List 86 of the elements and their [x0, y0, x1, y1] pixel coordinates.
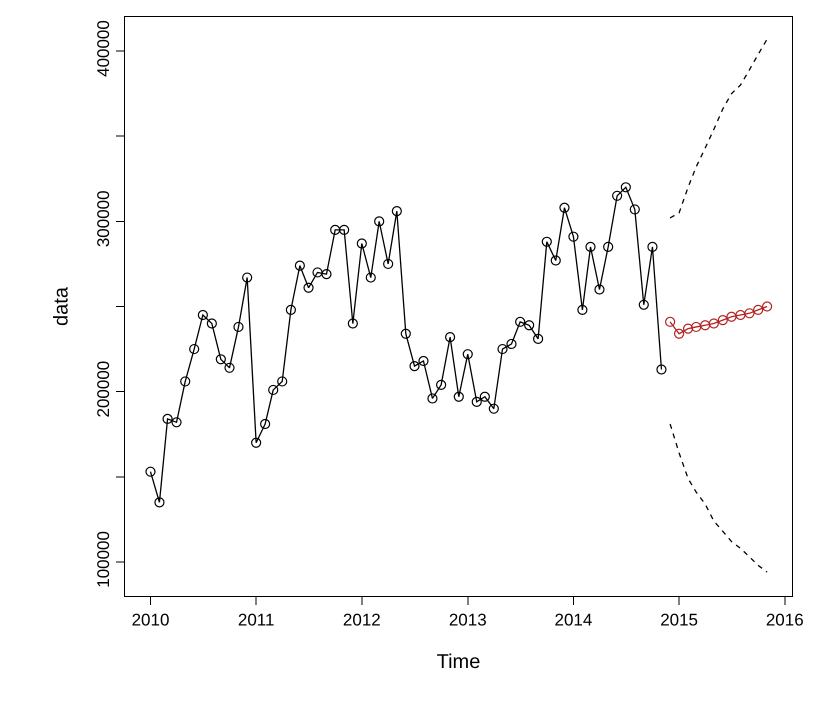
point: [753, 304, 764, 316]
point: [330, 224, 340, 235]
line-series: [669, 38, 768, 219]
point: [162, 414, 173, 424]
point: [603, 242, 614, 252]
point: [647, 242, 658, 252]
point: [691, 322, 702, 332]
point: [542, 236, 552, 247]
x-axis-title: Time: [436, 650, 480, 673]
x-tick-label: 2015: [660, 610, 698, 630]
point: [682, 324, 694, 334]
point: [488, 404, 499, 414]
point: [726, 312, 737, 322]
point: [744, 308, 755, 318]
point: [497, 344, 508, 354]
point: [251, 438, 262, 448]
point: [277, 376, 288, 387]
point: [718, 315, 728, 326]
point: [427, 393, 438, 404]
point: [180, 376, 190, 387]
line-series: [669, 423, 768, 573]
point: [400, 328, 411, 339]
x-tick-label: 2011: [238, 610, 274, 630]
point: [594, 284, 605, 295]
x-tick-label: 2012: [342, 610, 381, 630]
point: [268, 384, 278, 396]
point: [612, 190, 622, 201]
point: [550, 255, 561, 266]
x-tick-label: 2016: [766, 610, 804, 630]
point: [224, 362, 235, 373]
point: [409, 361, 420, 372]
point: [708, 318, 719, 329]
point: [472, 396, 482, 407]
point: [506, 338, 517, 350]
x-tick-label: 2014: [554, 610, 592, 630]
point: [216, 354, 226, 364]
point: [620, 182, 631, 192]
point: [303, 282, 314, 293]
point: [260, 418, 270, 430]
y-tick-label: 300000: [94, 190, 114, 248]
point: [321, 269, 332, 280]
point: [577, 304, 588, 316]
point: [366, 272, 376, 283]
x-tick-label: 2013: [448, 610, 487, 630]
point: [436, 380, 446, 390]
point: [374, 216, 384, 226]
point: [524, 320, 534, 330]
point: [568, 232, 579, 242]
point: [171, 417, 182, 428]
point: [630, 204, 640, 215]
point: [480, 392, 490, 402]
point: [656, 364, 667, 375]
point: [189, 344, 200, 354]
point: [339, 224, 350, 235]
point: [454, 392, 464, 402]
point: [233, 322, 244, 332]
point: [242, 272, 252, 283]
point: [665, 316, 676, 327]
point: [312, 267, 323, 278]
point: [286, 304, 296, 316]
point: [383, 258, 394, 270]
y-tick-label: 100000: [94, 531, 114, 588]
point: [154, 497, 165, 508]
point: [206, 318, 217, 329]
point: [294, 260, 305, 271]
point: [515, 316, 526, 327]
point: [735, 310, 746, 320]
point: [674, 328, 684, 339]
point: [145, 466, 156, 477]
y-tick-label: 200000: [94, 360, 114, 418]
x-tick-label: 2010: [132, 610, 170, 630]
point: [348, 318, 358, 329]
point: [198, 310, 208, 320]
point: [462, 349, 473, 360]
point: [445, 332, 456, 342]
point: [392, 206, 402, 216]
y-tick-label: 400000: [94, 20, 114, 77]
point: [418, 356, 429, 366]
point: [585, 242, 596, 252]
point: [700, 320, 710, 330]
point: [533, 334, 544, 344]
point: [638, 300, 649, 310]
point: [762, 301, 772, 312]
point: [356, 238, 367, 249]
point: [559, 202, 570, 213]
y-axis-title: data: [50, 286, 73, 326]
